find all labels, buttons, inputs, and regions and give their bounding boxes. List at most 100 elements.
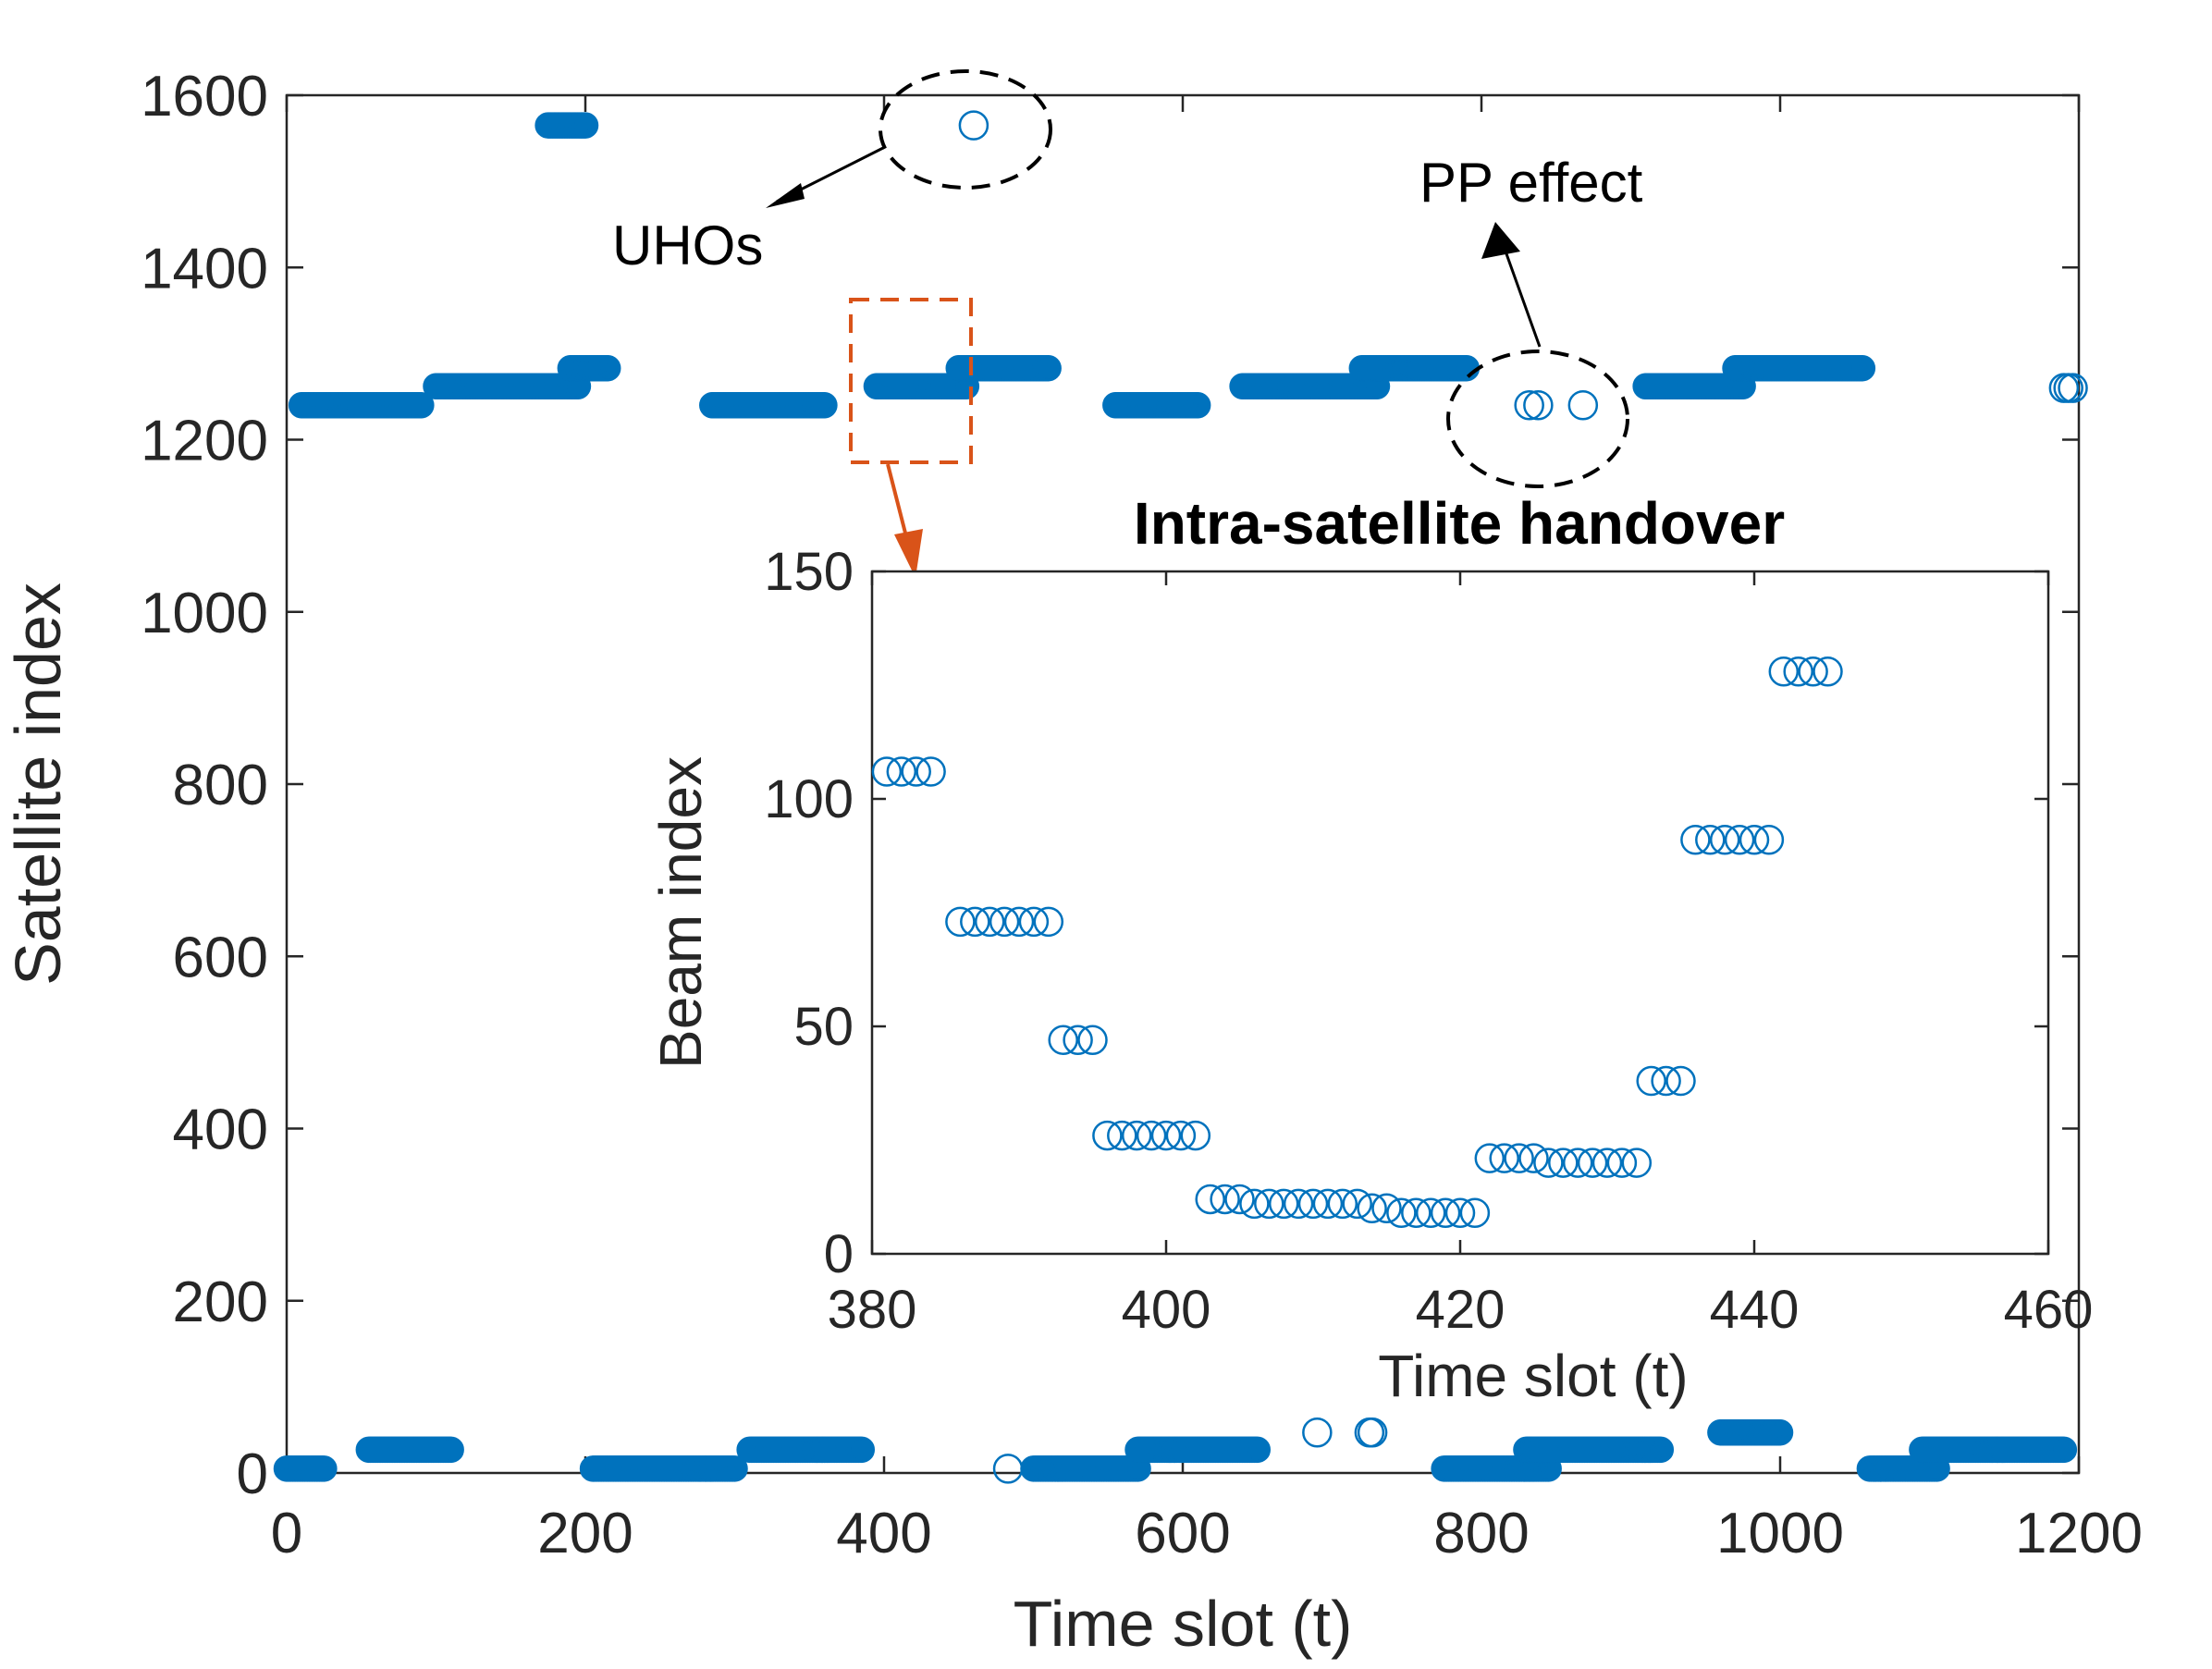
inset-data-point [1180,1120,1211,1151]
inset-axes: 0 50 100 150 380 400 420 440 460 Intra-satellit… [647,490,2093,1409]
main-data-series [273,110,2088,1484]
main-data-point [1244,1436,1271,1464]
main-data-point [311,1455,338,1482]
annotations: UHOs PP effect [612,69,1643,578]
main-data-point [811,392,838,419]
inset-data-point [1239,1188,1270,1220]
main-y-tick-label: 200 [173,1270,268,1334]
zoom-arrow-head [894,529,923,578]
inset-data-point [989,906,1020,938]
inset-x-tick-label: 380 [828,1280,917,1340]
main-data-point [1302,1417,1333,1448]
inset-data-point [1342,1188,1372,1220]
inset-y-ticks: 0 50 100 150 [764,542,2048,1284]
main-x-tick-label: 1000 [1716,1502,1844,1565]
inset-data-point [1783,656,1813,687]
inset-data-point [1621,1147,1653,1178]
inset-data-point [1224,1184,1255,1215]
main-y-tick-label: 800 [173,754,268,817]
main-y-tick-label: 1400 [141,237,268,301]
inset-data-point [1504,1143,1534,1173]
inset-y-tick-label: 0 [824,1224,854,1284]
main-data-point [2058,373,2088,403]
pp-effect-label: PP effect [1419,152,1643,214]
pp-arrow-line [1498,235,1542,348]
main-y-tick-label: 400 [173,1098,268,1162]
main-y-tick-label: 600 [173,926,268,989]
inset-x-ticks: 380 400 420 440 460 [828,571,2093,1340]
inset-data-point [1695,825,1726,855]
inset-y-tick-label: 50 [793,997,854,1057]
inset-data-point [1327,1188,1358,1220]
inset-data-point [1077,1025,1108,1056]
main-data-point [1523,390,1554,421]
inset-data-point [1680,825,1711,855]
main-data-point [2050,1436,2078,1464]
main-data-point [437,1436,464,1464]
inset-data-point [1033,906,1064,938]
inset-data-point [1768,656,1800,687]
inset-plot-area [870,570,2050,1256]
main-y-tick-label: 1000 [141,582,268,645]
inset-data-point [1195,1184,1225,1215]
inset-data-point [1813,656,1843,687]
inset-data-point [1371,1193,1402,1224]
main-y-tick-label: 1200 [141,410,268,473]
inset-data-point [1430,1197,1461,1228]
inset-data-point [1724,825,1755,855]
inset-data-point [1548,1147,1579,1178]
inset-data-point [871,756,903,787]
main-data-point [1647,1436,1675,1464]
inset-data-point [1254,1188,1284,1220]
inset-data-point [1474,1143,1505,1173]
inset-data-point [901,756,931,787]
main-data-point [1766,1418,1794,1446]
inset-data-point [886,756,917,787]
inset-x-tick-label: 400 [1122,1280,1211,1340]
inset-x-tick-label: 440 [1710,1280,1800,1340]
inset-y-axis-label: Beam index [647,756,714,1069]
inset-data-point [1048,1025,1078,1056]
inset-data-point [1444,1197,1476,1228]
main-x-ticks: 0 200 400 600 800 1000 1200 [271,95,2143,1565]
main-data-point [594,354,621,382]
inset-data-point [960,906,990,938]
inset-data-point [1533,1147,1564,1178]
inset-data-point [1092,1120,1123,1151]
main-x-tick-label: 400 [836,1502,931,1565]
inset-data-point [1636,1065,1666,1097]
inset-data-point [1606,1147,1638,1178]
inset-data-point [1591,1147,1623,1178]
inset-data-point [1003,906,1035,938]
main-data-point [958,110,989,141]
inset-data-point [1312,1188,1344,1220]
main-data-point [1849,354,1876,382]
inset-x-axis-label: Time slot (t) [1378,1343,1688,1409]
inset-data-point [1107,1120,1137,1151]
inset-data-point [916,756,946,787]
inset-data-point [1798,656,1828,687]
inset-data-point [1518,1143,1549,1173]
inset-data-point [1210,1184,1240,1215]
main-x-tick-label: 800 [1433,1502,1529,1565]
main-y-tick-label: 0 [237,1442,268,1506]
main-x-axis-label: Time slot (t) [1014,1588,1353,1660]
zoom-region-box [849,298,973,464]
pp-effect-highlight-ellipse [1446,350,1629,488]
main-y-axis-label: Satellite index [2,583,74,986]
main-x-tick-label: 600 [1135,1502,1230,1565]
inset-data-point [974,906,1005,938]
main-data-point [721,1455,748,1482]
main-x-tick-label: 200 [537,1502,633,1565]
inset-data-point [1136,1120,1167,1151]
inset-data-point [1651,1065,1681,1097]
inset-data-point [1268,1188,1299,1220]
main-data-point [1184,392,1211,419]
inset-data-point [1150,1120,1182,1151]
uho-arrow-head [766,183,805,208]
main-x-tick-label: 0 [271,1502,302,1565]
main-data-point [992,1454,1024,1484]
inset-title: Intra-satellite handover [1134,490,1785,557]
inset-data-point [1386,1197,1417,1228]
inset-data-point [1753,825,1785,855]
